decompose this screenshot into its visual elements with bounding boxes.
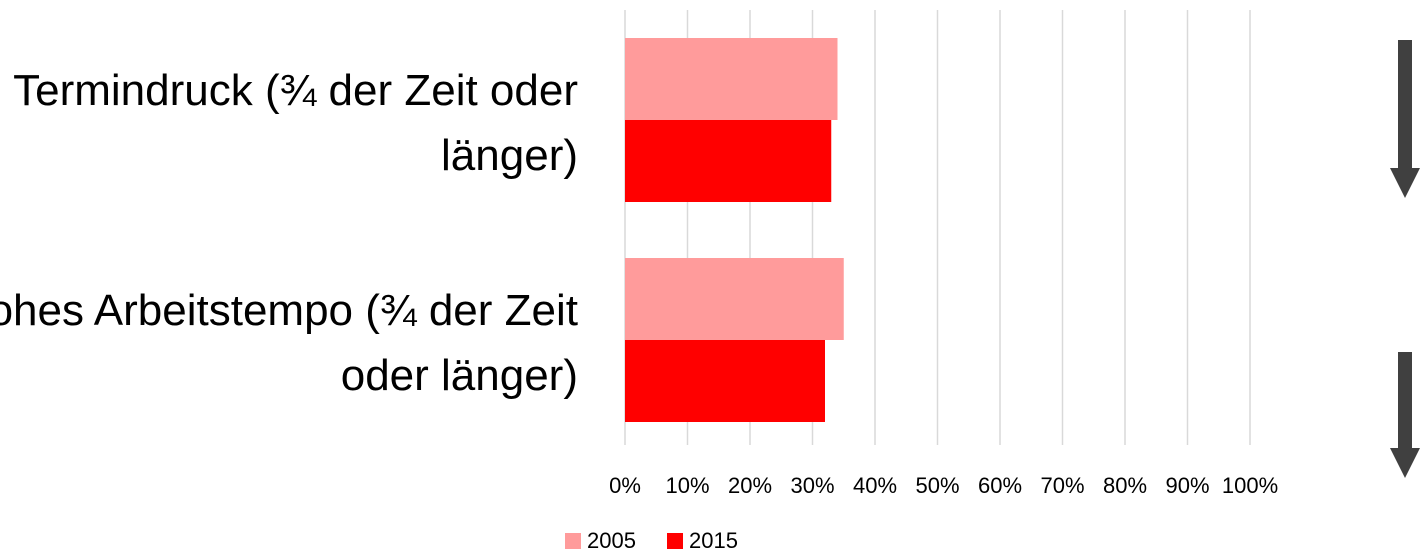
category-label: Termindruck (¾ der Zeit oder länger) (13, 66, 578, 180)
bar (625, 258, 844, 340)
bar (625, 340, 825, 422)
x-tick-label: 90% (1165, 473, 1209, 498)
legend-swatch (565, 533, 581, 549)
x-tick-label: 0% (609, 473, 641, 498)
arrow (1390, 40, 1420, 198)
legend-label: 2005 (587, 528, 636, 553)
category-label: Hohes Arbeitstempo (¾ der Zeit oder läng… (0, 286, 578, 400)
x-tick-label: 100% (1222, 473, 1278, 498)
x-tick-label: 40% (853, 473, 897, 498)
x-tick-label: 50% (915, 473, 959, 498)
legend-label: 2015 (689, 528, 738, 553)
x-tick-label: 70% (1040, 473, 1084, 498)
bar (625, 120, 832, 202)
bar (625, 38, 838, 120)
legend-swatch (667, 533, 683, 549)
x-tick-label: 10% (665, 473, 709, 498)
x-tick-label: 20% (728, 473, 772, 498)
x-tick-label: 30% (790, 473, 834, 498)
x-tick-label: 80% (1103, 473, 1147, 498)
x-tick-label: 60% (978, 473, 1022, 498)
arrow (1390, 352, 1420, 478)
